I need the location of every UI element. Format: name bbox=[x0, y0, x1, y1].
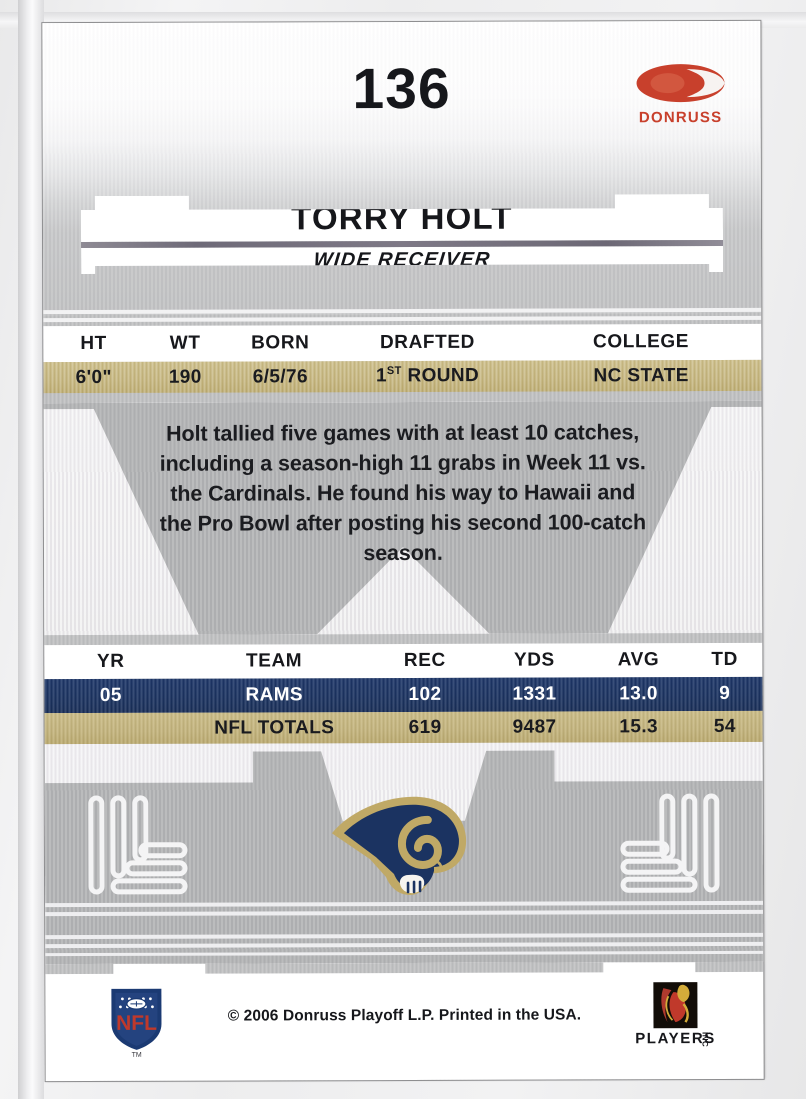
stats-header-row: YR TEAM REC YDS AVG TD bbox=[44, 642, 763, 680]
bottom-stripe-group bbox=[45, 900, 764, 967]
rams-team-logo-icon bbox=[324, 787, 484, 900]
drafted-rest: ROUND bbox=[401, 365, 480, 387]
bottom-stripe-2 bbox=[45, 909, 764, 917]
team-logo-panel bbox=[44, 741, 764, 965]
table-row: 05 RAMS 102 1331 13.0 9 bbox=[44, 676, 763, 714]
players-inc-suffix: INC bbox=[700, 1032, 710, 1048]
bio-header-college: COLLEGE bbox=[592, 331, 690, 353]
totals-cell-rec: 619 bbox=[408, 716, 442, 738]
bottom-stripe-5 bbox=[45, 950, 764, 957]
name-banner-row: TORRY HOLT bbox=[81, 194, 723, 242]
scan-edge-left bbox=[18, 0, 44, 1099]
stats-cell-avg: 13.0 bbox=[619, 683, 658, 705]
bio-header-row: HT WT BORN DRAFTED COLLEGE bbox=[43, 323, 762, 363]
table-row: NFL TOTALS 619 9487 15.3 54 bbox=[44, 710, 763, 745]
drafted-number: 1 bbox=[375, 365, 387, 387]
donruss-wordmark: DONRUSS bbox=[638, 108, 723, 127]
player-name: TORRY HOLT bbox=[291, 198, 513, 237]
stats-cell-rec: 102 bbox=[408, 683, 442, 705]
bio-value-born: 6/5/76 bbox=[252, 365, 309, 387]
nfl-wordmark: NFL bbox=[116, 1012, 157, 1035]
stats-header-td: TD bbox=[711, 648, 738, 671]
bio-header-drafted: DRAFTED bbox=[379, 331, 475, 354]
bio-value-drafted: 1ST ROUND bbox=[334, 365, 521, 388]
name-banner: TORRY HOLT WIDE RECEIVER bbox=[81, 194, 723, 268]
totals-cell-yds: 9487 bbox=[512, 716, 557, 738]
stats-header-yr: YR bbox=[96, 650, 125, 672]
trading-card: 136 DONRUSS TORRY HOLT WIDE RECEIVER HT … bbox=[42, 20, 764, 1082]
bottom-stripe-1 bbox=[45, 900, 764, 908]
decorative-bracket-left-icon bbox=[83, 792, 195, 902]
totals-cell-td: 54 bbox=[713, 715, 736, 737]
writeup-panel: Holt tallied five games with at least 10… bbox=[43, 400, 763, 636]
stats-cell-team: RAMS bbox=[245, 684, 304, 706]
bottom-stripe-3 bbox=[45, 932, 764, 940]
stats-header-avg: AVG bbox=[617, 649, 660, 671]
donruss-logo: DONRUSS bbox=[624, 61, 736, 127]
nfl-shield-icon: NFL TM bbox=[107, 984, 165, 1052]
bio-value-ht: 6'0" bbox=[75, 366, 112, 388]
bio-value-wt: 190 bbox=[168, 366, 202, 388]
totals-cell-avg: 15.3 bbox=[619, 715, 658, 737]
bio-header-wt: WT bbox=[169, 332, 201, 354]
decorative-bracket-right-icon bbox=[613, 790, 725, 900]
stats-cell-yds: 1331 bbox=[512, 683, 557, 705]
bio-header-born: BORN bbox=[251, 332, 310, 354]
stats-header-rec: REC bbox=[403, 649, 446, 671]
stats-header-yds: YDS bbox=[513, 649, 555, 671]
bio-value-college: NC STATE bbox=[593, 364, 689, 386]
stats-cell-td: 9 bbox=[719, 682, 731, 705]
bio-header-ht: HT bbox=[80, 332, 107, 355]
writeup-text: Holt tallied five games with at least 10… bbox=[159, 420, 647, 566]
nfl-trademark: TM bbox=[131, 1051, 142, 1059]
donruss-mark-icon bbox=[636, 64, 725, 103]
bottom-stripe-4 bbox=[45, 941, 764, 949]
card-footer: NFL TM © 2006 Donruss Playoff L.P. Print… bbox=[45, 962, 763, 1081]
drafted-suffix: ST bbox=[386, 365, 402, 378]
bio-value-row: 6'0" 190 6/5/76 1ST ROUND NC STATE bbox=[43, 359, 762, 394]
players-inc-mark-icon bbox=[653, 982, 697, 1028]
players-inc-logo: PLAYERS INC bbox=[639, 982, 711, 1054]
totals-cell-team: NFL TOTALS bbox=[214, 716, 335, 739]
stats-cell-yr: 05 bbox=[99, 684, 122, 706]
stats-header-team: TEAM bbox=[245, 650, 303, 672]
